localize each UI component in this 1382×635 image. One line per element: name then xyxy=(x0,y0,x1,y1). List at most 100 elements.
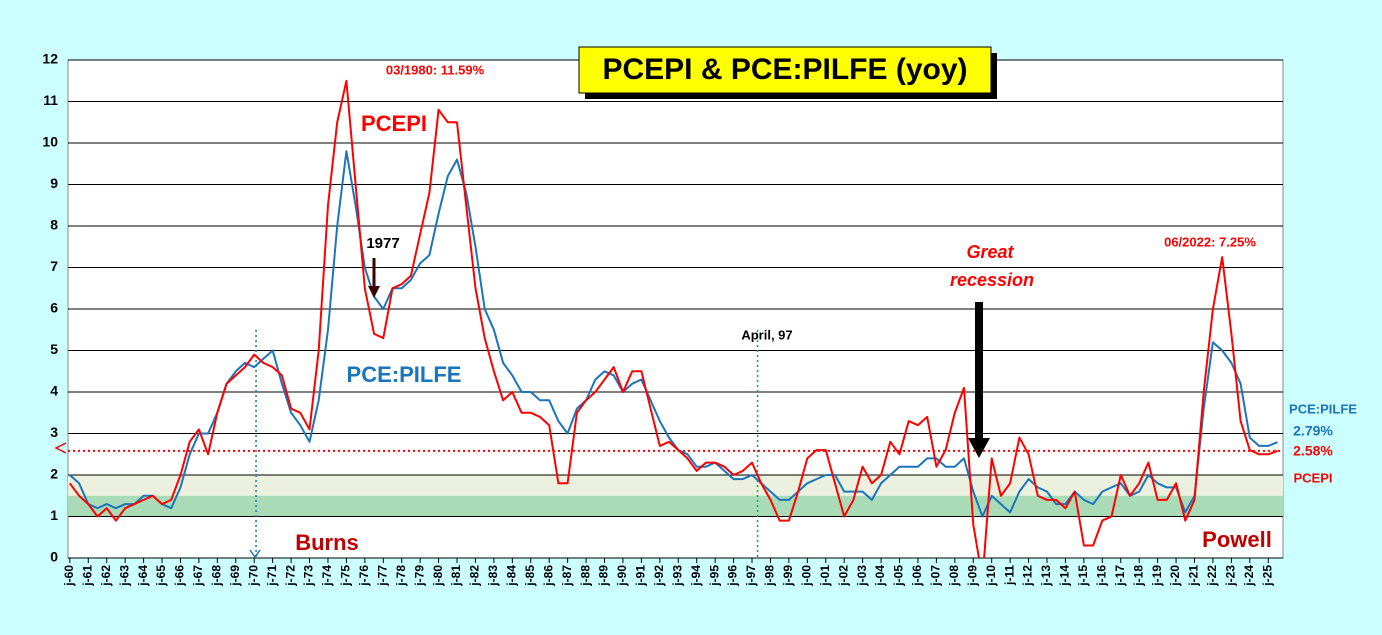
x-tick-label: j-85 xyxy=(523,565,537,587)
y-tick-label: 1 xyxy=(50,507,58,523)
x-tick-label: j-08 xyxy=(947,565,961,587)
y-tick-label: 4 xyxy=(50,383,58,399)
legend-label: PCE:PILFE xyxy=(1289,401,1357,416)
x-tick-label: j-81 xyxy=(449,565,463,587)
y-tick-label: 9 xyxy=(50,175,58,191)
x-tick-label: j-69 xyxy=(228,565,242,587)
x-tick-label: j-24 xyxy=(1242,565,1256,587)
x-tick-label: j-16 xyxy=(1094,565,1108,587)
y-tick-label: 2 xyxy=(50,466,58,482)
x-tick-label: j-96 xyxy=(726,565,740,587)
x-tick-label: j-12 xyxy=(1021,565,1035,587)
x-tick-label: j-17 xyxy=(1113,565,1127,587)
x-tick-label: j-79 xyxy=(412,565,426,587)
y-tick-label: 6 xyxy=(50,300,58,316)
legend-label: PCE:PILFE xyxy=(347,362,462,387)
x-tick-label: j-20 xyxy=(1168,565,1182,587)
x-tick-label: j-19 xyxy=(1150,565,1164,587)
x-tick-label: j-71 xyxy=(265,565,279,587)
x-tick-label: j-04 xyxy=(873,565,887,587)
annotation: Great xyxy=(966,242,1014,262)
annotation: 06/2022: 7.25% xyxy=(1164,234,1256,249)
x-tick-label: j-61 xyxy=(80,565,94,587)
x-tick-label: j-01 xyxy=(818,565,832,587)
x-tick-label: j-15 xyxy=(1076,565,1090,587)
x-tick-label: j-87 xyxy=(560,565,574,587)
x-tick-label: j-09 xyxy=(965,565,979,587)
x-tick-label: j-66 xyxy=(173,565,187,587)
arrowhead xyxy=(54,442,67,454)
x-tick-label: j-80 xyxy=(431,565,445,587)
arrowhead xyxy=(968,438,990,458)
annotation: Burns xyxy=(295,530,359,555)
series-line xyxy=(68,79,1278,558)
x-tick-label: j-06 xyxy=(910,565,924,587)
target-band xyxy=(68,475,1283,496)
x-tick-label: j-83 xyxy=(486,565,500,587)
x-tick-label: j-98 xyxy=(763,565,777,587)
x-tick-label: j-23 xyxy=(1224,565,1238,587)
x-tick-label: j-73 xyxy=(302,565,316,587)
x-tick-label: j-25 xyxy=(1260,565,1274,587)
x-tick-label: j-11 xyxy=(1002,565,1016,586)
x-tick-label: j-74 xyxy=(320,565,334,587)
x-tick-label: j-94 xyxy=(689,565,703,587)
x-tick-label: j-22 xyxy=(1205,565,1219,587)
annotation: April, 97 xyxy=(741,327,792,342)
y-tick-label: 3 xyxy=(50,424,58,440)
x-tick-label: j-72 xyxy=(283,565,297,587)
x-tick-label: j-18 xyxy=(1131,565,1145,587)
x-tick-label: j-70 xyxy=(246,565,260,587)
x-tick-label: j-97 xyxy=(744,565,758,587)
x-tick-label: j-03 xyxy=(855,565,869,587)
x-tick-label: j-84 xyxy=(505,565,519,587)
x-tick-label: j-02 xyxy=(836,565,850,587)
x-tick-label: j-65 xyxy=(154,565,168,587)
x-tick-label: j-05 xyxy=(892,565,906,587)
legend-label: PCEPI xyxy=(361,111,427,136)
x-tick-label: j-88 xyxy=(578,565,592,587)
x-tick-label: j-75 xyxy=(339,565,353,587)
legend-label: PCEPI xyxy=(1293,470,1332,485)
annotation: 03/1980: 11.59% xyxy=(386,62,485,77)
x-tick-label: j-64 xyxy=(136,565,150,587)
x-tick-label: j-86 xyxy=(541,565,555,587)
annotation: 1977 xyxy=(366,235,399,252)
end-value-label: 2.58% xyxy=(1293,443,1333,459)
y-tick-label: 5 xyxy=(50,341,58,357)
y-tick-label: 8 xyxy=(50,217,58,233)
annotation: Powell xyxy=(1202,527,1272,552)
target-band xyxy=(68,495,1283,517)
y-tick-label: 0 xyxy=(50,549,58,565)
x-tick-label: j-21 xyxy=(1187,565,1201,587)
x-tick-label: j-89 xyxy=(597,565,611,587)
x-tick-label: j-78 xyxy=(394,565,408,587)
arrowhead xyxy=(249,549,261,559)
y-tick-label: 11 xyxy=(43,92,58,108)
chart-title: PCEPI & PCE:PILFE (yoy) xyxy=(602,53,967,86)
series-line xyxy=(69,150,1278,518)
x-tick-label: j-92 xyxy=(652,565,666,587)
x-tick-label: j-91 xyxy=(634,565,648,587)
y-tick-label: 7 xyxy=(50,258,58,274)
x-tick-label: j-99 xyxy=(781,565,795,587)
x-tick-label: j-67 xyxy=(191,565,205,587)
y-tick-label: 10 xyxy=(42,134,58,150)
title-box xyxy=(578,46,992,94)
x-tick-label: j-68 xyxy=(210,565,224,587)
x-tick-label: j-13 xyxy=(1039,565,1053,587)
annotation: recession xyxy=(950,270,1034,290)
end-value-label: 2.79% xyxy=(1293,423,1333,439)
x-tick-label: j-00 xyxy=(799,565,813,587)
x-tick-label: j-90 xyxy=(615,565,629,587)
x-tick-label: j-93 xyxy=(670,565,684,587)
x-tick-label: j-77 xyxy=(375,565,389,587)
x-tick-label: j-63 xyxy=(117,565,131,587)
arrowhead xyxy=(368,286,380,298)
x-tick-label: j-10 xyxy=(984,565,998,587)
x-tick-label: j-14 xyxy=(1058,565,1072,587)
y-tick-label: 12 xyxy=(42,51,58,67)
x-tick-label: j-62 xyxy=(99,565,113,587)
